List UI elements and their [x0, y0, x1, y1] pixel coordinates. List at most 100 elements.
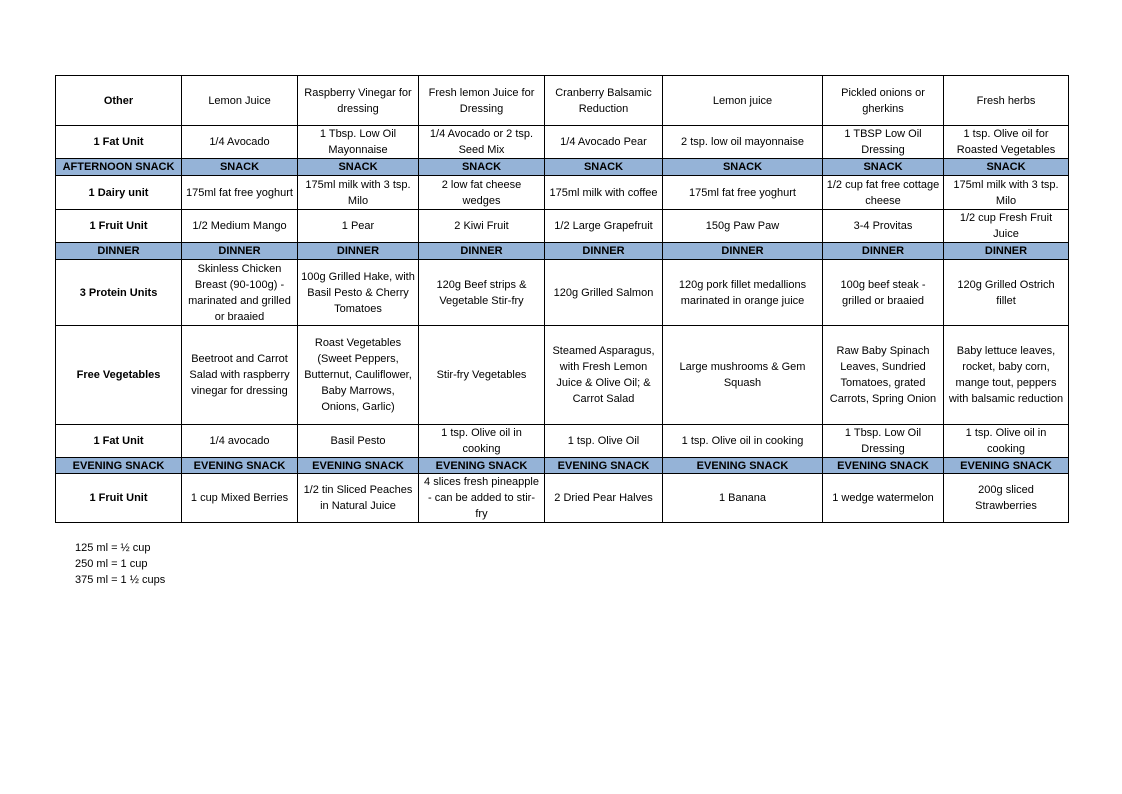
table-cell: SNACK	[418, 158, 545, 176]
table-cell: 120g pork fillet medallions marinated in…	[662, 259, 823, 326]
table-cell: Pickled onions or gherkins	[822, 75, 944, 126]
table-row: Free Vegetables Beetroot and Carrot Salad…	[55, 325, 1069, 425]
table-row: 1 Dairy unit 175ml fat free yoghurt 175ml …	[55, 175, 1069, 210]
table-cell: 175ml milk with 3 tsp. Milo	[297, 175, 419, 210]
section-band-row: AFTERNOON SNACK SNACK SNACK SNACK SNACK SNACK…	[55, 158, 1069, 176]
table-cell: Roast Vegetables (Sweet Peppers, Buttern…	[297, 325, 419, 425]
table-cell: 1 tsp. Olive oil for Roasted Vegetables	[943, 125, 1069, 159]
table-cell: 1/4 Avocado	[181, 125, 298, 159]
table-cell: SNACK	[544, 158, 663, 176]
table-cell: Steamed Asparagus, with Fresh Lemon Juic…	[544, 325, 663, 425]
meal-plan-body: Other Lemon Juice Raspberry Vinegar for dr…	[55, 75, 1069, 523]
section-band-row: EVENING SNACK EVENING SNACK EVENING SNACK E…	[55, 457, 1069, 474]
table-cell: 1 tsp. Olive oil in cooking	[943, 424, 1069, 458]
table-cell: Baby lettuce leaves, rocket, baby corn, …	[943, 325, 1069, 425]
row-label-cell: Other	[55, 75, 182, 126]
row-label-cell: 3 Protein Units	[55, 259, 182, 326]
table-cell: 1/2 cup fat free cottage cheese	[822, 175, 944, 210]
table-cell: Skinless Chicken Breast (90-100g) - mari…	[181, 259, 298, 326]
table-cell: 175ml fat free yoghurt	[662, 175, 823, 210]
table-row: 1 Fat Unit 1/4 avocado Basil Pesto 1 tsp. O…	[55, 424, 1069, 458]
table-cell: EVENING SNACK	[297, 457, 419, 474]
table-cell: 1 Tbsp. Low Oil Mayonnaise	[297, 125, 419, 159]
table-cell: 1 tsp. Olive oil in cooking	[662, 424, 823, 458]
table-cell: 4 slices fresh pineapple - can be added …	[418, 473, 545, 523]
row-label-cell: Free Vegetables	[55, 325, 182, 425]
table-cell: 2 Kiwi Fruit	[418, 209, 545, 243]
table-cell: 120g Beef strips & Vegetable Stir-fry	[418, 259, 545, 326]
row-label-cell: DINNER	[55, 242, 182, 260]
table-cell: Fresh herbs	[943, 75, 1069, 126]
table-cell: EVENING SNACK	[418, 457, 545, 474]
table-cell: 1/4 Avocado Pear	[544, 125, 663, 159]
table-cell: Fresh lemon Juice for Dressing	[418, 75, 545, 126]
table-cell: Large mushrooms & Gem Squash	[662, 325, 823, 425]
table-cell: DINNER	[181, 242, 298, 260]
row-label-cell: 1 Fruit Unit	[55, 209, 182, 243]
table-cell: Raspberry Vinegar for dressing	[297, 75, 419, 126]
table-cell: DINNER	[297, 242, 419, 260]
table-cell: Lemon juice	[662, 75, 823, 126]
table-cell: Beetroot and Carrot Salad with raspberry…	[181, 325, 298, 425]
row-label-cell: AFTERNOON SNACK	[55, 158, 182, 176]
table-cell: 1/4 Avocado or 2 tsp. Seed Mix	[418, 125, 545, 159]
table-cell: Cranberry Balsamic Reduction	[544, 75, 663, 126]
row-label-cell: EVENING SNACK	[55, 457, 182, 474]
table-cell: 1 TBSP Low Oil Dressing	[822, 125, 944, 159]
table-cell: 120g Grilled Salmon	[544, 259, 663, 326]
measurement-notes: 125 ml = ½ cup 250 ml = 1 cup 375 ml = 1…	[75, 540, 165, 588]
table-row: 1 Fruit Unit 1 cup Mixed Berries 1/2 tin S…	[55, 473, 1069, 523]
table-cell: DINNER	[544, 242, 663, 260]
table-cell: SNACK	[297, 158, 419, 176]
table-row: 1 Fruit Unit 1/2 Medium Mango 1 Pear 2 Kiwi…	[55, 209, 1069, 243]
table-cell: SNACK	[662, 158, 823, 176]
table-cell: 200g sliced Strawberries	[943, 473, 1069, 523]
table-cell: 2 tsp. low oil mayonnaise	[662, 125, 823, 159]
table-cell: EVENING SNACK	[544, 457, 663, 474]
table-cell: 175ml fat free yoghurt	[181, 175, 298, 210]
table-cell: DINNER	[662, 242, 823, 260]
table-cell: 1/2 Large Grapefruit	[544, 209, 663, 243]
table-cell: 100g Grilled Hake, with Basil Pesto & Ch…	[297, 259, 419, 326]
table-cell: 175ml milk with 3 tsp. Milo	[943, 175, 1069, 210]
table-cell: 120g Grilled Ostrich fillet	[943, 259, 1069, 326]
table-cell: 2 low fat cheese wedges	[418, 175, 545, 210]
note-line: 125 ml = ½ cup	[75, 542, 151, 554]
table-cell: SNACK	[822, 158, 944, 176]
table-cell: SNACK	[943, 158, 1069, 176]
table-cell: 1 Pear	[297, 209, 419, 243]
table-cell: 1 wedge watermelon	[822, 473, 944, 523]
table-cell: DINNER	[418, 242, 545, 260]
table-cell: 1/4 avocado	[181, 424, 298, 458]
meal-plan-table: Other Lemon Juice Raspberry Vinegar for dr…	[55, 75, 1069, 523]
table-cell: Basil Pesto	[297, 424, 419, 458]
row-label-cell: 1 Fat Unit	[55, 125, 182, 159]
table-cell: SNACK	[181, 158, 298, 176]
table-cell: 1 tsp. Olive oil in cooking	[418, 424, 545, 458]
table-cell: 100g beef steak - grilled or braaied	[822, 259, 944, 326]
table-cell: EVENING SNACK	[822, 457, 944, 474]
table-cell: 150g Paw Paw	[662, 209, 823, 243]
table-cell: EVENING SNACK	[181, 457, 298, 474]
table-row: Other Lemon Juice Raspberry Vinegar for dr…	[55, 75, 1069, 126]
table-cell: DINNER	[943, 242, 1069, 260]
table-cell: DINNER	[822, 242, 944, 260]
table-cell: 1/2 cup Fresh Fruit Juice	[943, 209, 1069, 243]
table-cell: 1 Banana	[662, 473, 823, 523]
section-band-row: DINNER DINNER DINNER DINNER DINNER DINNER DINN…	[55, 242, 1069, 260]
table-cell: 1/2 tin Sliced Peaches in Natural Juice	[297, 473, 419, 523]
table-cell: 1/2 Medium Mango	[181, 209, 298, 243]
table-cell: EVENING SNACK	[662, 457, 823, 474]
row-label-cell: 1 Fat Unit	[55, 424, 182, 458]
table-cell: Lemon Juice	[181, 75, 298, 126]
row-label-cell: 1 Dairy unit	[55, 175, 182, 210]
table-cell: 3-4 Provitas	[822, 209, 944, 243]
note-line: 375 ml = 1 ½ cups	[75, 574, 166, 586]
table-cell: 1 tsp. Olive Oil	[544, 424, 663, 458]
table-cell: Stir-fry Vegetables	[418, 325, 545, 425]
note-line: 250 ml = 1 cup	[75, 558, 148, 570]
table-row: 1 Fat Unit 1/4 Avocado 1 Tbsp. Low Oil May…	[55, 125, 1069, 159]
table-cell: 2 Dried Pear Halves	[544, 473, 663, 523]
row-label-cell: 1 Fruit Unit	[55, 473, 182, 523]
table-cell: 1 Tbsp. Low Oil Dressing	[822, 424, 944, 458]
